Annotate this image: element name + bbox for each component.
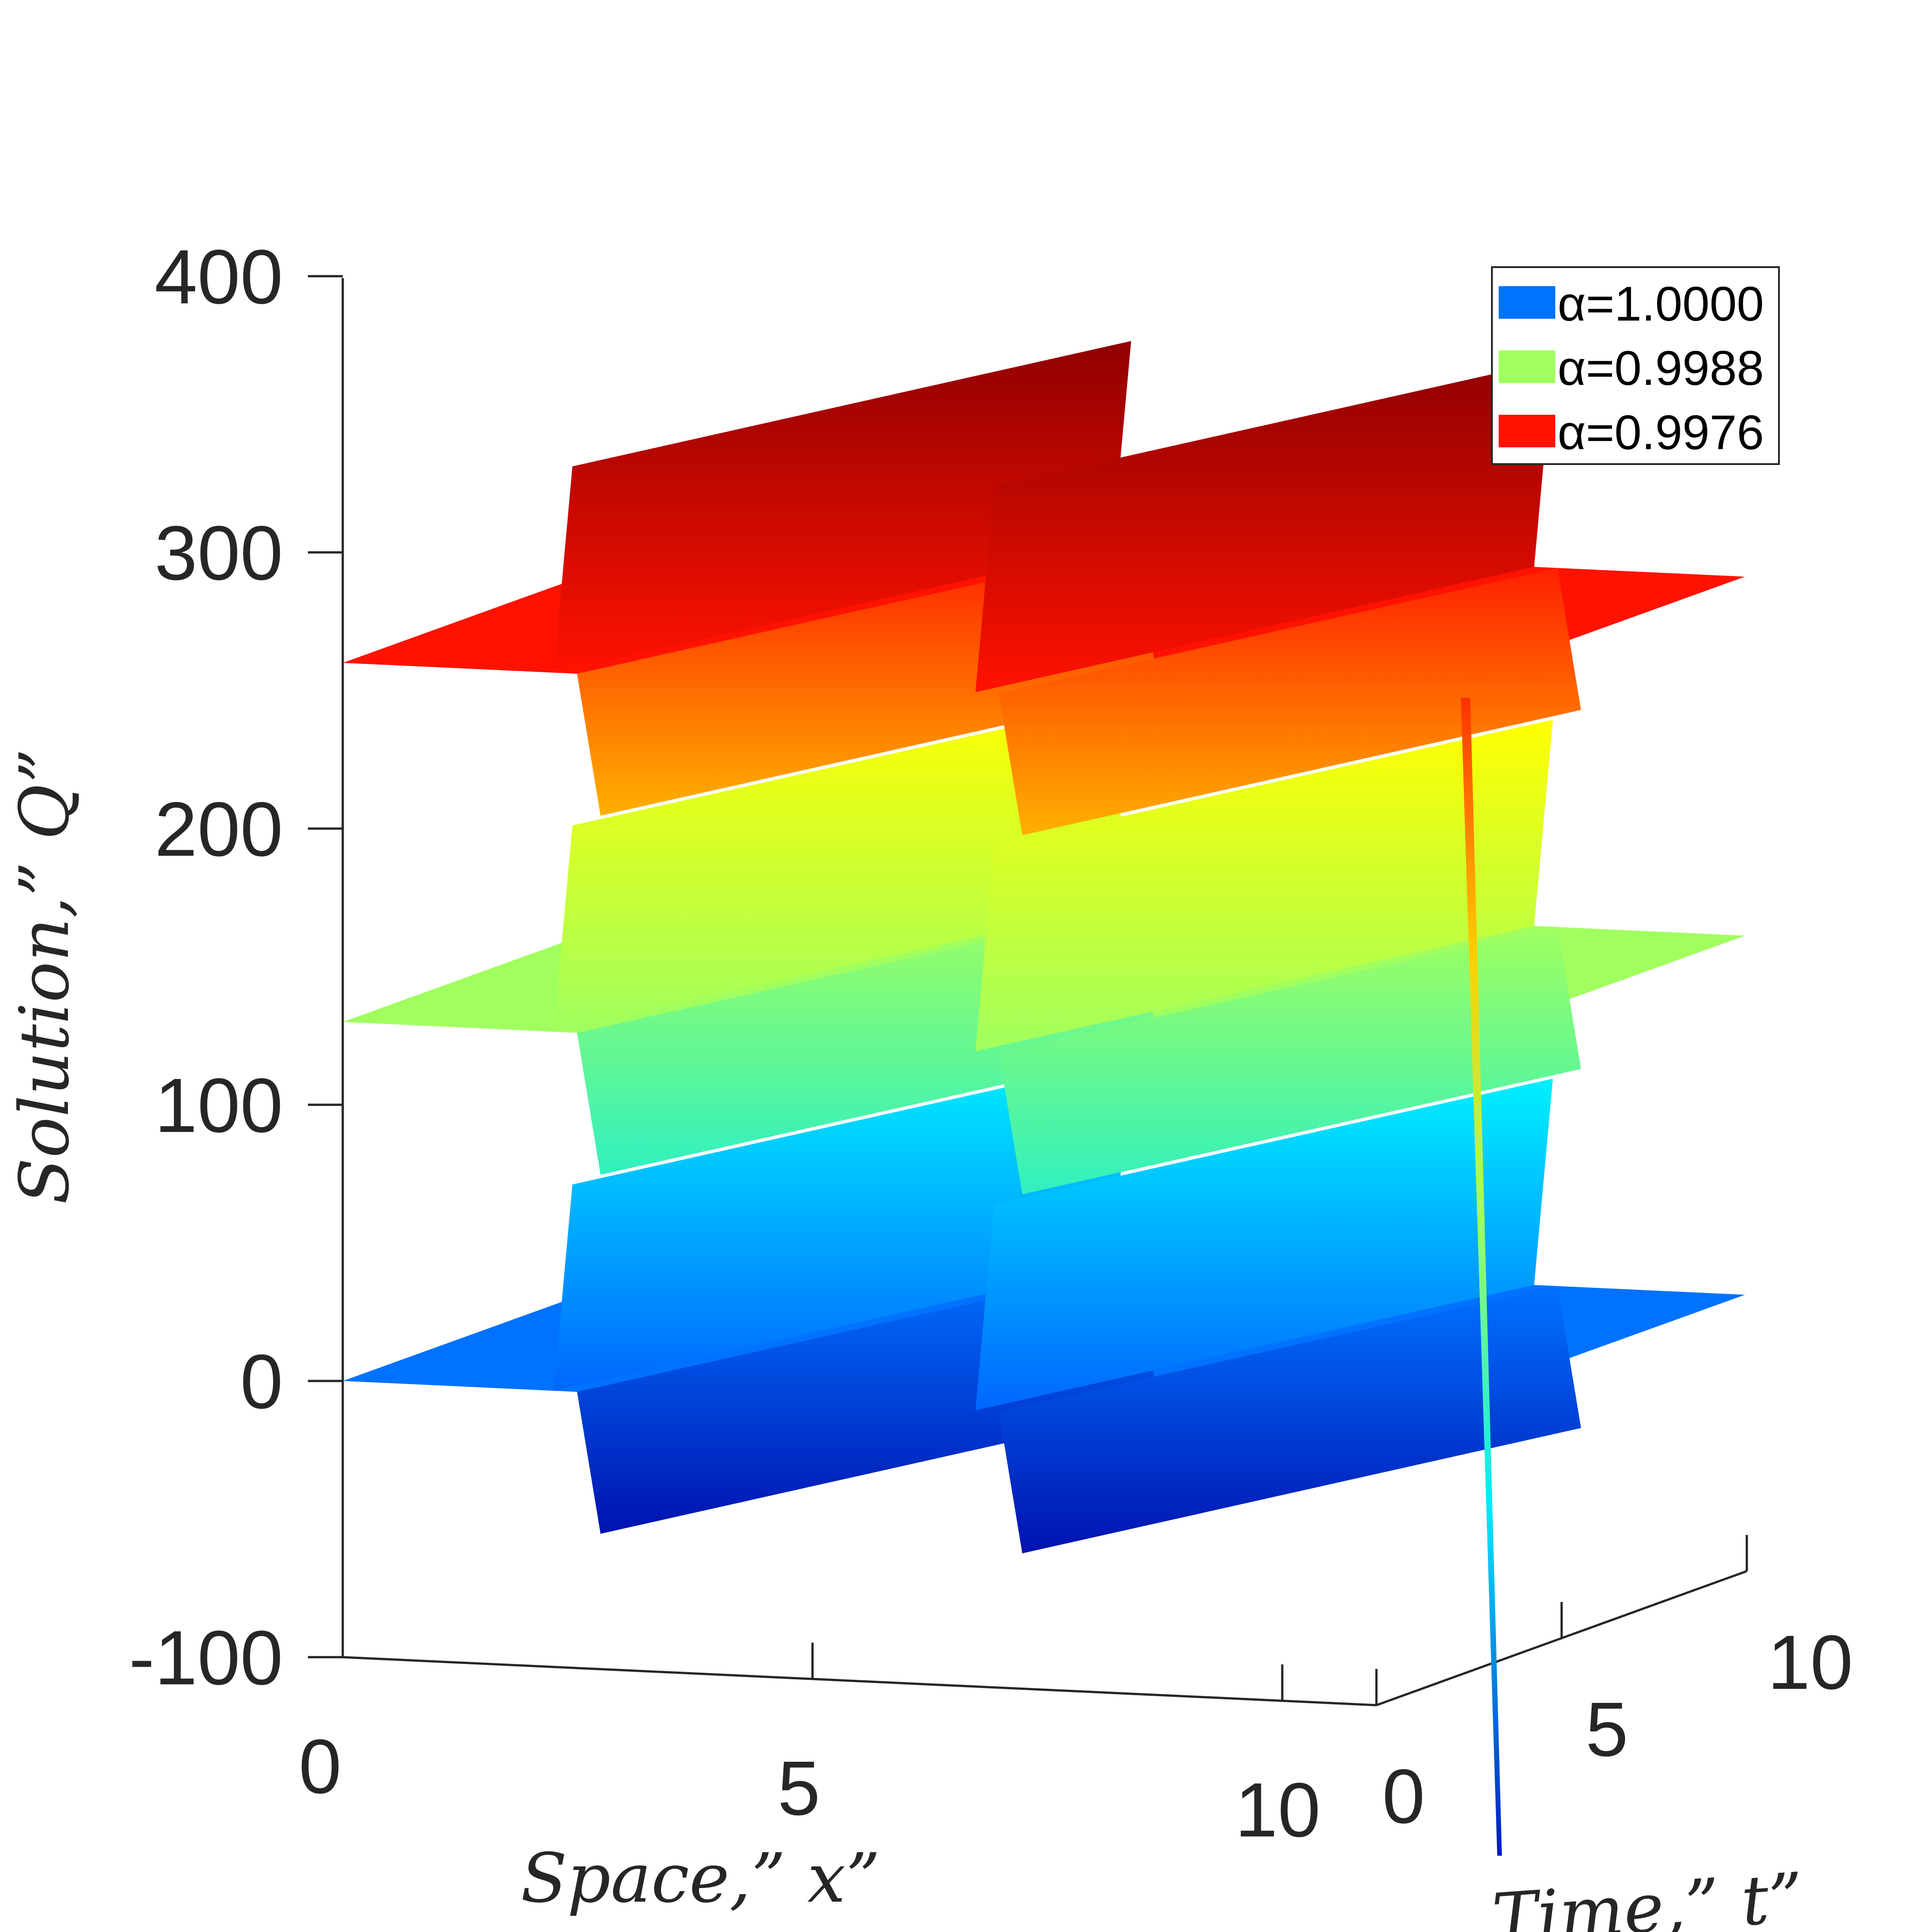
legend-swatch-3 (1499, 415, 1555, 447)
crest-wall (975, 1079, 1553, 1410)
x-tick-label: 0 (299, 1724, 342, 1810)
legend-swatch-1 (1499, 286, 1555, 319)
t-tick-label: 10 (1767, 1620, 1853, 1706)
legend-swatch-2 (1499, 350, 1555, 383)
z-tick-label: 100 (154, 1063, 283, 1149)
x-axis-title: Space,” x” (521, 1839, 880, 1918)
crest-wall (975, 719, 1553, 1051)
z-tick-label: 400 (154, 234, 283, 320)
z-tick-label: -100 (129, 1615, 283, 1701)
x-tick-label: 10 (1235, 1767, 1320, 1853)
crest-wall (553, 1059, 1131, 1391)
trough-wall (999, 927, 1581, 1194)
z-tick-label: 200 (154, 786, 283, 873)
deep-spike (1461, 697, 1502, 1856)
surface-series-1 (343, 1059, 1745, 1553)
t-tick-label: 0 (1382, 1754, 1425, 1840)
t-axis-title: Time,” t” (1490, 1858, 1806, 1932)
surface-series-3 (343, 341, 1745, 835)
legend: α=1.0000 α=0.9988 α=0.9976 (1491, 266, 1780, 465)
surface-plots (343, 341, 1745, 1856)
t-tick-label: 5 (1586, 1687, 1629, 1773)
t-axis-ticks: 0 5 10 (1375, 1535, 1853, 1840)
x-axis-line (342, 1656, 1377, 1707)
x-tick-label: 5 (777, 1745, 820, 1831)
z-axis-title: Solution,” Q” (5, 748, 84, 1204)
z-axis-ticks: -100 0 100 200 300 400 (129, 234, 343, 1701)
crest-wall (553, 700, 1131, 1032)
legend-label-3: α=0.9976 (1558, 405, 1764, 460)
legend-label-2: α=0.9988 (1558, 340, 1764, 395)
crest-wall (553, 341, 1131, 673)
z-tick-label: 300 (154, 510, 283, 596)
crest-wall (975, 360, 1553, 692)
trough-wall (999, 1286, 1581, 1553)
z-tick-label: 0 (240, 1339, 283, 1425)
surface-series-2 (343, 700, 1745, 1194)
x-axis-ticks: 0 5 10 (299, 1621, 1378, 1853)
legend-label-1: α=1.0000 (1558, 276, 1764, 331)
trough-wall (999, 568, 1581, 835)
